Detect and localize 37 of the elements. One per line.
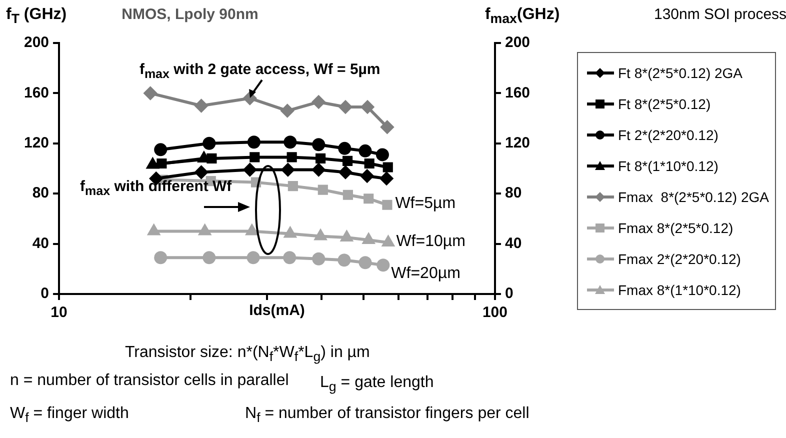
text: W$_{f}$ = finger width: [10, 405, 129, 426]
y2-axis-title: f$_{max}$(GHz): [484, 6, 560, 26]
y2-tick-label: 120: [504, 134, 530, 152]
y-tick-label: 40: [32, 234, 50, 252]
x-tick-label: 10: [50, 304, 68, 322]
y2-tick-label: 80: [504, 184, 522, 202]
annotation: Wf=20µm: [391, 265, 460, 284]
y-tick-label: 160: [24, 84, 50, 102]
legend-label: Fmax 8*(2*5*0.12): [618, 220, 734, 236]
annotation: f$_{max}$ with 2 gate access, Wf = 5µm: [139, 61, 380, 82]
y2-tick-label: 200: [504, 34, 530, 52]
legend-label: Fmax 8*(1*10*0.12): [618, 282, 741, 298]
annotation: f$_{max}$ with different Wf: [80, 178, 232, 198]
text: N$_{f}$ = number of transistor fingers per cell: [245, 405, 530, 426]
legend-label: Ft 8*(2*5*0.12): [618, 96, 711, 112]
legend-label: Ft 8*(2*5*0.12) 2GA: [618, 64, 743, 80]
legend-label: Ft 2*(2*20*0.12): [618, 126, 718, 142]
legend-label: Ft 8*(1*10*0.12): [618, 158, 718, 174]
text: L$_{g}$ = gate length: [320, 374, 434, 394]
legend-label: Fmax 8*(2*5*0.12) 2GA: [618, 188, 769, 204]
y2-tick-label: 160: [504, 84, 530, 102]
y-tick-label: 120: [24, 134, 50, 152]
y-axis-title: f$_{T}$ (GHz): [6, 6, 67, 26]
y2-tick-label: 40: [504, 234, 522, 252]
text: n = number of transistor cells in parallel: [10, 372, 289, 390]
text: Transistor size: n*(N$_{f}$*W$_{f}$*L$_{g}$) in µm: [125, 344, 370, 364]
x-axis-title: Ids(mA): [249, 302, 305, 319]
chart-title: NMOS, Lpoly 90nm: [122, 6, 258, 23]
y-tick-label: 200: [24, 34, 50, 52]
y-tick-label: 0: [40, 285, 50, 302]
annotation: Wf=5µm: [395, 194, 456, 213]
legend-label: Fmax 2*(2*20*0.12): [618, 250, 741, 266]
annotation: Wf=10µm: [396, 232, 466, 251]
y2-tick-label: 0: [504, 285, 514, 302]
y-tick-label: 80: [32, 184, 50, 202]
x-tick-label: 100: [482, 304, 508, 322]
text: 130nm SOI process: [654, 6, 786, 23]
